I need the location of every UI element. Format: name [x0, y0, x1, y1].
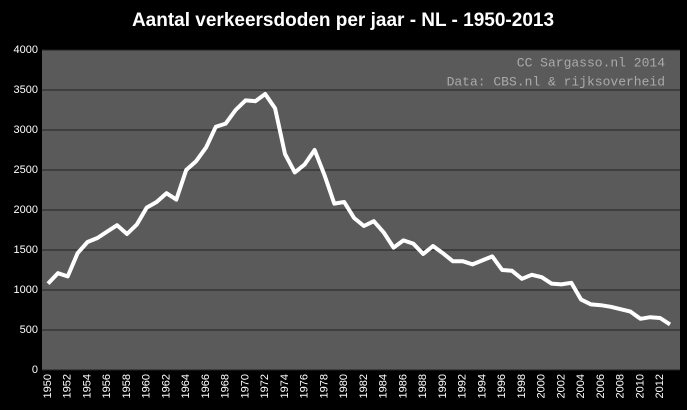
annotation: Data: CBS.nl & rijksoverheid — [447, 74, 665, 89]
x-tick-label: 1974 — [279, 374, 291, 398]
x-tick-label: 1988 — [417, 374, 429, 398]
x-tick-label: 1990 — [437, 374, 449, 398]
x-tick-label: 1960 — [141, 374, 153, 398]
x-tick-label: 1962 — [160, 374, 172, 398]
x-tick-label: 1958 — [121, 374, 133, 398]
y-tick-label: 500 — [20, 324, 38, 336]
y-tick-label: 1000 — [14, 284, 38, 296]
line — [46, 92, 672, 327]
x-tick-label: 2006 — [595, 374, 607, 398]
x-tick-label: 1968 — [220, 374, 232, 398]
y-tick-label: 3500 — [14, 84, 38, 96]
y-tick-label: 4000 — [14, 44, 38, 56]
x-tick-label: 1976 — [299, 374, 311, 398]
x-tick-label: 1982 — [358, 374, 370, 398]
x-tick-label: 2004 — [575, 374, 587, 398]
x-tick-label: 1994 — [476, 374, 488, 398]
x-tick-label: 1964 — [180, 374, 192, 398]
annotation: CC Sargasso.nl 2014 — [517, 55, 665, 70]
x-tick-label: 2010 — [634, 374, 646, 398]
x-tick-label: 1980 — [338, 374, 350, 398]
x-tick-label: 2002 — [555, 374, 567, 398]
x-tick-label: 1956 — [101, 374, 113, 398]
chart-title: Aantal verkeersdoden per jaar - NL - 195… — [132, 10, 554, 31]
x-tick-label: 1950 — [42, 374, 54, 398]
y-tick-label: 2000 — [14, 204, 38, 216]
y-tick-label: 3000 — [14, 124, 38, 136]
x-tick-label: 1992 — [457, 374, 469, 398]
y-tick-label: 1500 — [14, 244, 38, 256]
x-tick-label: 1998 — [516, 374, 528, 398]
y-tick-label: 0 — [32, 364, 38, 376]
x-tick-label: 1984 — [378, 374, 390, 398]
x-tick-label: 2012 — [654, 374, 666, 398]
x-tick-label: 2008 — [615, 374, 627, 398]
x-tick-label: 2000 — [536, 374, 548, 398]
y-tick-label: 2500 — [14, 164, 38, 176]
x-tick-label: 1996 — [496, 374, 508, 398]
x-tick-label: 1986 — [397, 374, 409, 398]
x-tick-label: 1952 — [62, 374, 74, 398]
x-tick-label: 1954 — [81, 374, 93, 398]
x-tick-label: 1966 — [200, 374, 212, 398]
x-tick-label: 1978 — [318, 374, 330, 398]
x-tick-label: 1972 — [259, 374, 271, 398]
x-tick-label: 1970 — [239, 374, 251, 398]
